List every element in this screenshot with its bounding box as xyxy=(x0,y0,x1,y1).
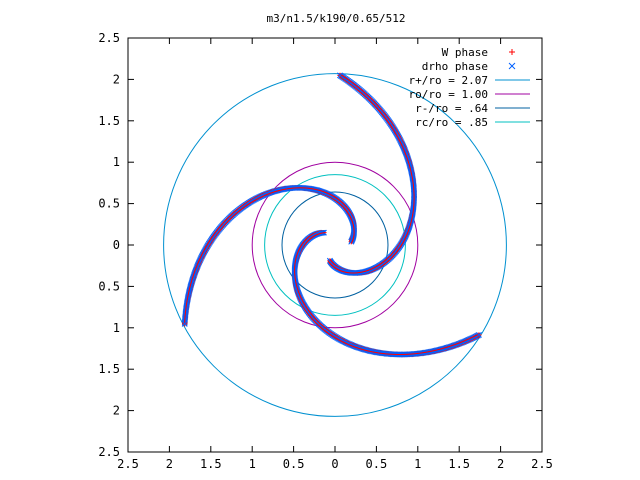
y-tick-label: 0 xyxy=(113,238,120,252)
reference-circle xyxy=(281,191,389,299)
y-tick-label: 2 xyxy=(113,72,120,86)
y-tick-label: 0.5 xyxy=(98,197,120,211)
legend-label: rc/ro = .85 xyxy=(415,116,488,129)
y-tick-label: 1.5 xyxy=(98,362,120,376)
x-tick-label: 1.5 xyxy=(200,457,222,471)
x-tick-label: 1 xyxy=(414,457,421,471)
legend-label: ro/ro = 1.00 xyxy=(409,88,488,101)
legend-label: r+/ro = 2.07 xyxy=(409,74,488,87)
x-tick-label: 1.5 xyxy=(448,457,470,471)
drho-phase-point xyxy=(181,320,188,327)
reference-circles xyxy=(163,73,507,417)
x-tick-label: 1 xyxy=(249,457,256,471)
y-tick-label: 1 xyxy=(113,321,120,335)
x-tick-label: 0 xyxy=(331,457,338,471)
chart-title: m3/n1.5/k190/0.65/512 xyxy=(266,12,405,25)
drho-phase-point xyxy=(336,72,343,79)
x-tick-label: 2 xyxy=(497,457,504,471)
reference-circle xyxy=(251,161,419,329)
y-tick-label: 2.5 xyxy=(98,445,120,459)
axis-ticks: 2.5 2 1.5 1 0.5 0 0.5 1 1.5 2 2.52.521.510.500.511… xyxy=(98,31,553,471)
legend-label: drho phase xyxy=(422,60,488,73)
drho-phase-point xyxy=(476,331,482,338)
x-tick-label: 2 xyxy=(166,457,173,471)
x-tick-label: 0.5 xyxy=(283,457,305,471)
y-tick-label: 2 xyxy=(113,404,120,418)
x-tick-label: 0.5 xyxy=(366,457,388,471)
y-tick-label: 0.5 xyxy=(98,279,120,293)
x-tick-label: 2.5 xyxy=(531,457,553,471)
reference-circle xyxy=(264,174,406,316)
y-tick-label: 1.5 xyxy=(98,114,120,128)
x-tick-label: 2.5 xyxy=(117,457,139,471)
y-tick-label: 2.5 xyxy=(98,31,120,45)
reference-circle xyxy=(163,73,507,417)
legend-swatch xyxy=(508,62,516,70)
data-points xyxy=(181,72,482,358)
legend-label: r-/ro = .64 xyxy=(415,102,488,115)
y-tick-label: 1 xyxy=(113,155,120,169)
legend-label: W phase xyxy=(442,46,488,59)
